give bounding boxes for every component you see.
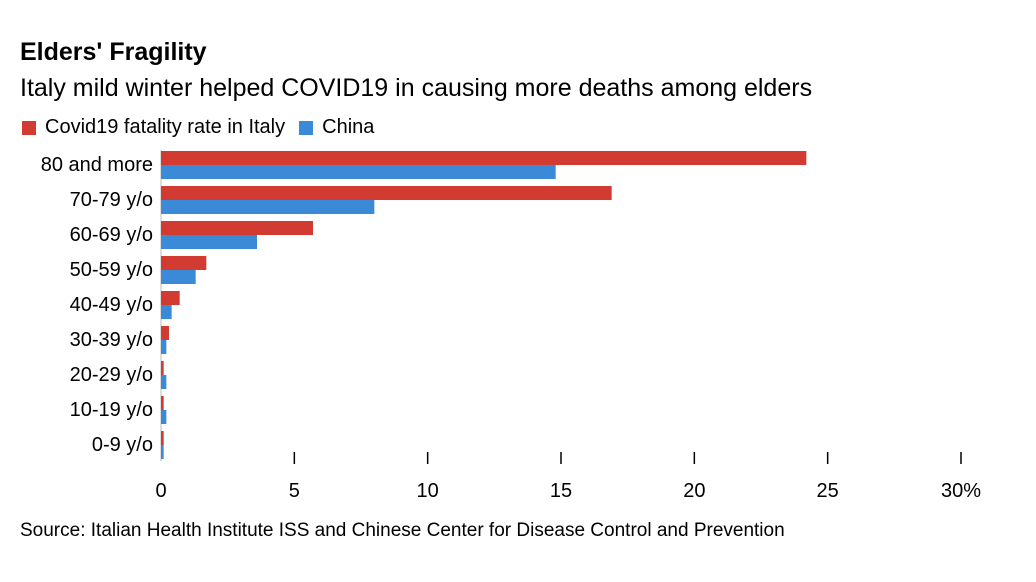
bar-italy — [161, 431, 164, 445]
legend-item-china: China — [299, 116, 374, 139]
category-label: 70-79 y/o — [70, 189, 153, 211]
bar-italy — [161, 151, 807, 165]
legend-label-china: China — [322, 116, 375, 138]
bar-italy — [161, 256, 207, 270]
bar-china — [161, 165, 556, 179]
category-label: 30-39 y/o — [70, 329, 153, 351]
legend: Covid19 fatality rate in Italy China — [22, 116, 388, 139]
bar-china — [161, 340, 167, 354]
bar-italy — [161, 326, 169, 340]
category-label: 80 and more — [41, 154, 153, 176]
category-label: 10-19 y/o — [70, 399, 153, 421]
source-note: Source: Italian Health Institute ISS and… — [20, 520, 785, 541]
bar-italy — [161, 221, 313, 235]
x-tick-label: 0 — [155, 480, 166, 502]
category-label: 20-29 y/o — [70, 364, 153, 386]
category-label: 60-69 y/o — [70, 224, 153, 246]
x-tick-label: 10 — [417, 480, 439, 502]
bar-china — [161, 200, 375, 214]
category-label: 50-59 y/o — [70, 259, 153, 281]
bar-italy — [161, 361, 164, 375]
bar-china — [161, 305, 172, 319]
legend-item-italy: Covid19 fatality rate in Italy — [22, 116, 285, 139]
bar-china — [161, 375, 167, 389]
legend-swatch-china — [299, 120, 314, 135]
chart-title: Elders' Fragility — [20, 38, 207, 66]
bar-italy — [161, 291, 180, 305]
bar-italy — [161, 186, 612, 200]
legend-swatch-italy — [22, 120, 36, 135]
category-label: 40-49 y/o — [70, 294, 153, 316]
bar-italy — [161, 396, 164, 410]
legend-label-italy: Covid19 fatality rate in Italy — [45, 116, 286, 138]
x-tick-label: 5 — [289, 480, 300, 502]
bar-china — [161, 235, 257, 249]
x-tick-label: 25 — [817, 480, 839, 502]
bar-china — [161, 270, 196, 284]
x-tick-label: 20 — [683, 480, 705, 502]
category-label: 0-9 y/o — [92, 434, 153, 456]
bar-china — [161, 410, 167, 424]
x-tick-label: 30% — [941, 480, 981, 502]
bar-china — [161, 445, 164, 459]
chart-subtitle: Italy mild winter helped COVID19 in caus… — [20, 74, 813, 102]
x-tick-label: 15 — [550, 480, 572, 502]
